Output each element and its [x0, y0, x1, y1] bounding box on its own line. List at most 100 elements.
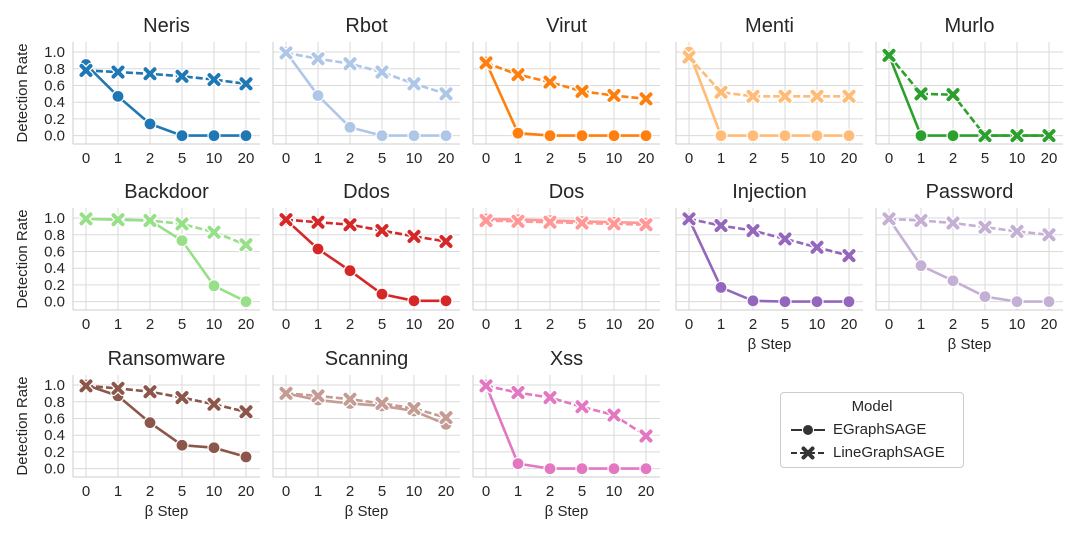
- x-tick-label: 2: [546, 316, 554, 333]
- data-point-circle: [946, 129, 960, 143]
- data-point-x: [681, 211, 697, 227]
- data-point-circle: [407, 294, 421, 308]
- data-point-circle: [778, 295, 792, 309]
- data-point-x: [510, 213, 526, 230]
- series-linegraphsage-line: [485, 384, 647, 438]
- panel-rbot: Rbot 0 1 2 5 10 20: [272, 15, 460, 167]
- data-point-x: [174, 68, 190, 85]
- data-point-circle: [239, 129, 253, 143]
- panel-title: Injection: [732, 181, 807, 203]
- data-point-x: [206, 224, 222, 240]
- data-point-circle: [639, 462, 653, 476]
- data-point-circle: [239, 295, 253, 309]
- marker-x-stroke: [479, 379, 493, 393]
- panel-menti: Menti 0 1 2 5 10 20: [675, 15, 863, 167]
- x-tick-label: 1: [514, 316, 522, 333]
- panel-title: Menti: [745, 15, 794, 37]
- panel-title: Scanning: [325, 348, 408, 370]
- data-point-circle: [439, 294, 453, 308]
- marker-x-stroke: [714, 85, 728, 99]
- x-tick-label: 1: [114, 316, 122, 333]
- data-point-circle: [343, 264, 357, 278]
- data-point-x: [142, 66, 158, 82]
- marker-x-stroke: [375, 65, 389, 79]
- panel-neris: Neris 0 1 2 5 10 20 0.00.20.40.60.81.0 Detection…: [14, 15, 260, 167]
- series-egraphsage-line: [484, 384, 646, 470]
- panel-backdoor: Backdoor 0 1 2 5 10 20 0.00.20.40.60.81.0 Detect…: [14, 181, 260, 333]
- legend-label: EGraphSAGE: [833, 421, 927, 438]
- data-point-x: [142, 383, 158, 400]
- y-tick-label: 0.8: [44, 61, 65, 78]
- data-point-x: [945, 86, 961, 103]
- data-point-circle: [946, 274, 960, 288]
- y-axis-label: Detection Rate: [14, 209, 31, 308]
- x-tick-label: 0: [885, 316, 893, 333]
- x-tick-label: 2: [546, 483, 554, 500]
- data-point-x: [174, 389, 190, 406]
- data-point-circle: [175, 129, 189, 143]
- y-tick-label: 0.4: [44, 427, 65, 444]
- data-point-x: [238, 76, 254, 92]
- data-point-x: [174, 216, 190, 232]
- data-point-circle: [343, 120, 357, 134]
- series-egraphsage-line: [687, 218, 849, 303]
- x-tick-label: 2: [749, 150, 757, 167]
- x-tick-label: 0: [885, 150, 893, 167]
- data-point-x: [310, 50, 326, 67]
- marker-x-stroke: [207, 225, 221, 239]
- data-point-x: [913, 212, 929, 229]
- marker-x-stroke: [639, 92, 653, 106]
- panel-password: Password 0 1 2 5 10 20 β Step: [875, 181, 1063, 353]
- data-point-circle: [407, 129, 421, 143]
- data-point-circle: [311, 88, 325, 103]
- x-tick-label: 0: [482, 316, 490, 333]
- x-tick-label: 20: [1041, 150, 1058, 167]
- data-point-circle: [239, 450, 253, 464]
- marker-x-stroke: [79, 379, 93, 393]
- x-tick-label: 1: [114, 150, 122, 167]
- data-point-circle: [842, 295, 856, 309]
- marker-x-stroke: [607, 89, 621, 103]
- x-tick-label: 0: [82, 483, 90, 500]
- marker-x-stroke: [279, 213, 293, 227]
- y-tick-label: 0.6: [44, 410, 65, 427]
- panel-xss: Xss 0 1 2 5 10 20 β Step: [472, 348, 660, 520]
- x-tick-label: 20: [841, 316, 858, 333]
- data-point-x: [574, 83, 590, 100]
- x-tick-label: 10: [406, 483, 423, 500]
- marker-x-stroke: [543, 391, 557, 405]
- marker-x-stroke: [479, 214, 493, 228]
- data-point-x: [638, 216, 654, 233]
- x-tick-label: 10: [206, 483, 223, 500]
- data-point-x: [574, 399, 590, 415]
- x-axis-label: β Step: [345, 503, 389, 520]
- data-point-x: [406, 400, 422, 417]
- series-egraphsage-line: [887, 54, 1049, 137]
- y-tick-label: 1.0: [44, 210, 65, 227]
- marker-x-stroke: [682, 212, 696, 226]
- data-point-circle: [978, 290, 992, 304]
- marker-x-stroke: [79, 63, 93, 77]
- x-tick-label: 10: [1009, 150, 1026, 167]
- data-point-x: [745, 222, 761, 239]
- data-point-circle: [543, 462, 557, 476]
- series-linegraphsage-line: [888, 54, 1049, 137]
- x-tick-label: 5: [578, 316, 586, 333]
- marker-x-stroke: [343, 392, 357, 406]
- marker-x-stroke: [914, 214, 928, 228]
- x-tick-label: 1: [314, 483, 322, 500]
- y-tick-label: 0.8: [44, 394, 65, 411]
- marker-x-stroke: [279, 386, 293, 400]
- x-tick-label: 5: [378, 316, 386, 333]
- x-tick-label: 2: [749, 316, 757, 333]
- marker-x-stroke: [175, 69, 189, 83]
- x-tick-label: 5: [781, 150, 789, 167]
- x-tick-label: 5: [981, 150, 989, 167]
- data-point-x: [606, 216, 622, 232]
- data-point-x: [809, 239, 825, 256]
- panel-title: Virut: [546, 15, 587, 37]
- panel-ransomware: Ransomware 0 1 2 5 10 20 0.00.20.40.60.81.0 Dete…: [14, 348, 260, 520]
- x-tick-label: 0: [685, 150, 693, 167]
- data-point-circle: [714, 280, 728, 295]
